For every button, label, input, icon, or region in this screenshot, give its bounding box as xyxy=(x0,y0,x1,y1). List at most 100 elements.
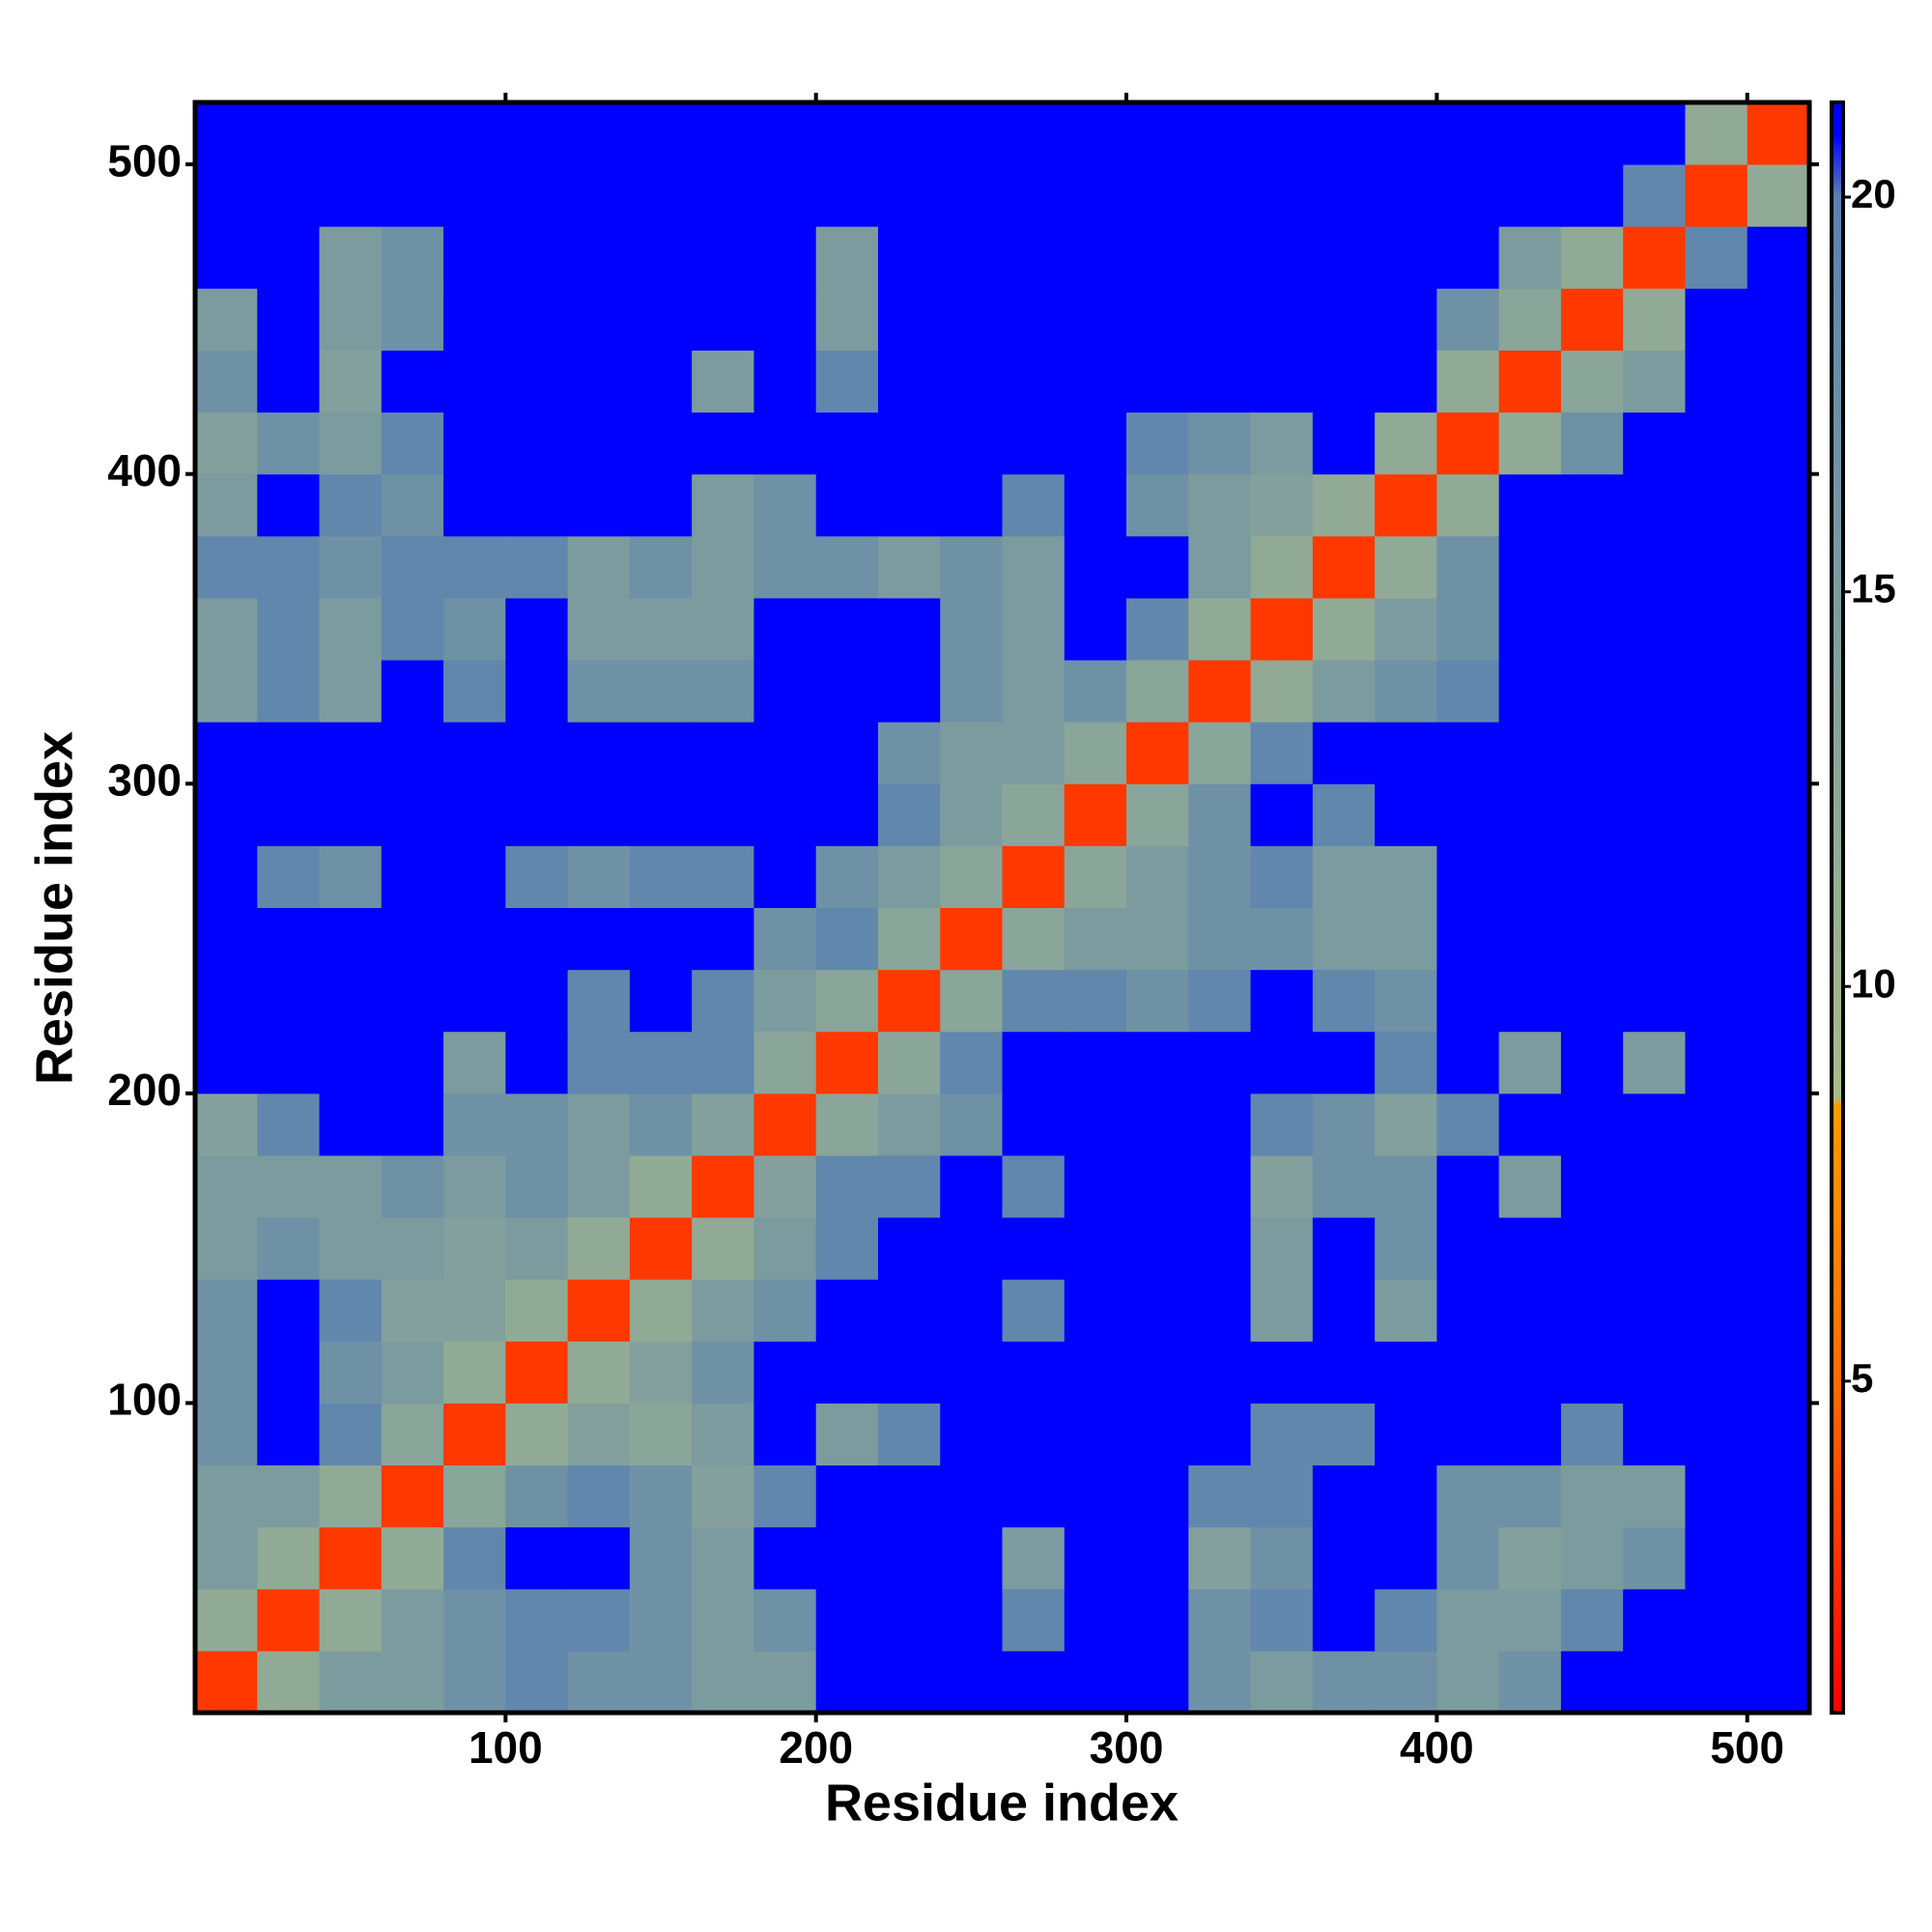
heatmap-cell xyxy=(1375,1341,1437,1404)
heatmap-cell xyxy=(1436,288,1500,351)
x-tick-label: 100 xyxy=(469,1722,543,1773)
heatmap-cell xyxy=(505,1403,569,1466)
heatmap-cell xyxy=(1498,660,1562,723)
heatmap-cell xyxy=(1312,1588,1376,1652)
heatmap-cell xyxy=(257,1526,321,1590)
heatmap-cell xyxy=(1498,412,1562,475)
heatmap-cell xyxy=(505,1031,569,1094)
heatmap-cell xyxy=(505,722,569,784)
heatmap-cell xyxy=(195,1217,258,1280)
heatmap-cell xyxy=(877,226,941,289)
heatmap-cell xyxy=(1064,1464,1127,1528)
heatmap-cell xyxy=(319,288,383,351)
heatmap-cell xyxy=(629,164,693,227)
heatmap-cell xyxy=(319,722,383,784)
heatmap-cell xyxy=(877,288,941,351)
heatmap-cell xyxy=(1188,1650,1252,1714)
heatmap-cell xyxy=(629,597,693,661)
colorbar-segment xyxy=(1832,133,1843,198)
heatmap-cell xyxy=(195,660,258,723)
x-tick-label: 200 xyxy=(779,1722,853,1773)
heatmap-cell xyxy=(1685,288,1748,351)
heatmap-cell xyxy=(257,1588,321,1652)
heatmap-cell xyxy=(1188,412,1252,475)
heatmap-cell xyxy=(1560,102,1624,165)
heatmap-cell xyxy=(692,1341,754,1404)
heatmap-cell xyxy=(195,288,258,351)
heatmap-cell xyxy=(381,535,444,599)
heatmap-cell xyxy=(567,226,631,289)
heatmap-cell xyxy=(381,226,444,289)
heatmap-cell xyxy=(443,288,506,351)
heatmap-cell xyxy=(1436,969,1500,1033)
heatmap-cell xyxy=(1002,226,1065,289)
heatmap-cell xyxy=(381,969,444,1033)
heatmap-cell xyxy=(877,1031,941,1094)
heatmap-cell xyxy=(1375,597,1437,661)
heatmap-cell xyxy=(940,226,1003,289)
heatmap-cell xyxy=(1126,1403,1189,1466)
heatmap-cell xyxy=(940,473,1003,537)
heatmap-cell xyxy=(257,102,321,165)
y-tick-label: 500 xyxy=(107,135,182,185)
heatmap-cell xyxy=(443,1403,506,1466)
heatmap-cell xyxy=(940,350,1003,413)
heatmap-cell xyxy=(1623,226,1686,289)
heatmap-cell xyxy=(1250,845,1314,908)
heatmap-cell xyxy=(1375,1217,1437,1280)
heatmap-cell xyxy=(1126,660,1189,723)
heatmap-cell xyxy=(877,1217,941,1280)
heatmap-cell xyxy=(692,1526,754,1590)
heatmap-cell xyxy=(505,1341,569,1404)
heatmap-cell xyxy=(1002,597,1065,661)
heatmap-cell xyxy=(195,350,258,413)
heatmap-cell xyxy=(1560,412,1624,475)
heatmap-cell xyxy=(1312,907,1376,971)
heatmap-cell xyxy=(567,1279,631,1342)
heatmap-cell xyxy=(381,1154,444,1218)
heatmap-cell xyxy=(1002,535,1065,599)
heatmap-cell xyxy=(877,907,941,971)
heatmap-cell xyxy=(1188,1403,1252,1466)
heatmap-cell xyxy=(1250,1650,1314,1714)
heatmap-cell xyxy=(1498,1341,1562,1404)
heatmap-cell xyxy=(1747,473,1810,537)
heatmap-cell xyxy=(443,412,506,475)
heatmap-cell xyxy=(692,1093,754,1156)
heatmap-cell xyxy=(257,660,321,723)
heatmap-cell xyxy=(505,1279,569,1342)
heatmap-cell xyxy=(1747,535,1810,599)
heatmap-cell xyxy=(1064,1341,1127,1404)
y-tick-label: 100 xyxy=(107,1375,182,1425)
heatmap-cell xyxy=(1498,1403,1562,1466)
heatmap-cell xyxy=(940,783,1003,846)
heatmap-cell xyxy=(629,1464,693,1528)
heatmap-cell xyxy=(1747,722,1810,784)
heatmap-cell xyxy=(629,473,693,537)
heatmap-cell xyxy=(443,722,506,784)
heatmap-cell xyxy=(1126,164,1189,227)
heatmap-cell xyxy=(1747,1588,1810,1652)
heatmap-cell xyxy=(815,722,879,784)
heatmap-cell xyxy=(692,226,754,289)
heatmap-cell xyxy=(381,288,444,351)
heatmap-cell xyxy=(815,1464,879,1528)
heatmap-cell xyxy=(1126,783,1189,846)
heatmap-cell xyxy=(1498,1464,1562,1528)
heatmap-cell xyxy=(1002,660,1065,723)
heatmap-cell xyxy=(1188,1341,1252,1404)
heatmap-cell xyxy=(1560,1341,1624,1404)
heatmap-cell xyxy=(257,969,321,1033)
heatmap-cell xyxy=(1623,164,1686,227)
heatmap-cell xyxy=(877,1341,941,1404)
heatmap-cell xyxy=(1002,907,1065,971)
heatmap-cell xyxy=(629,412,693,475)
heatmap-cell xyxy=(1436,1154,1500,1218)
heatmap-cell xyxy=(443,1031,506,1094)
heatmap-cell xyxy=(1747,1217,1810,1280)
heatmap-cell xyxy=(443,1588,506,1652)
heatmap-cell xyxy=(1312,1217,1376,1280)
heatmap-cell xyxy=(443,226,506,289)
heatmap-cell xyxy=(1747,907,1810,971)
heatmap-cell xyxy=(381,1031,444,1094)
